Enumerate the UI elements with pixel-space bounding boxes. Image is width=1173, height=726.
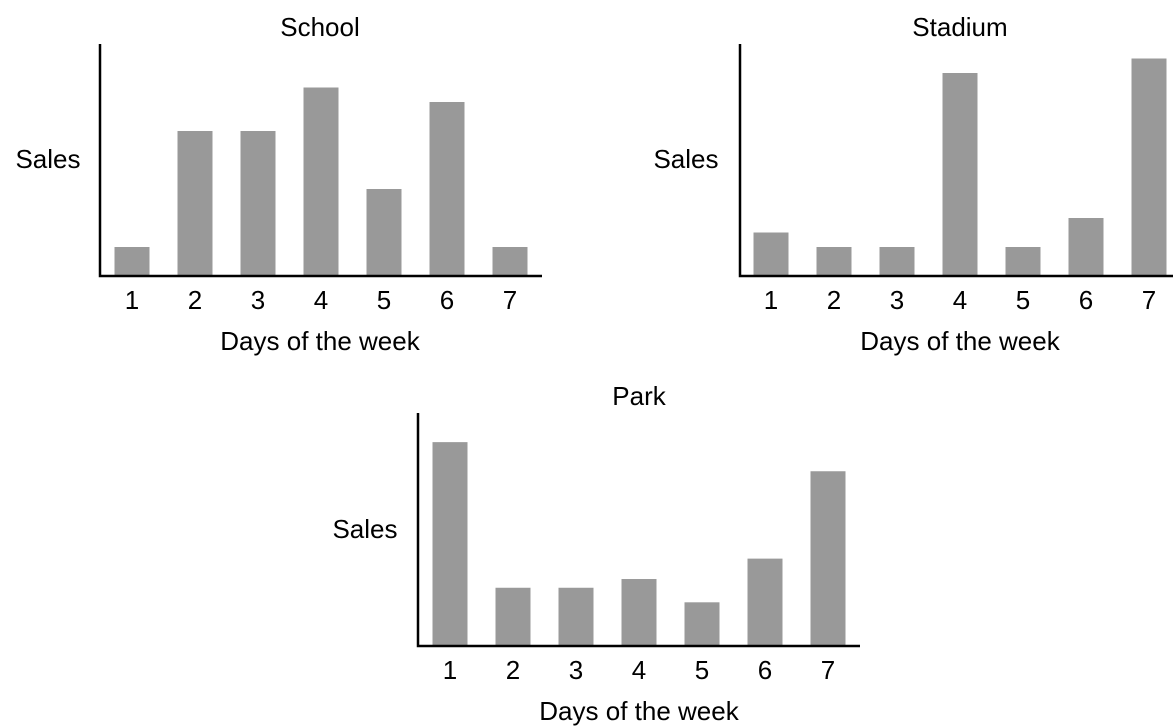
school-bar-day-7 <box>492 247 528 276</box>
stadium-bar-day-7 <box>1131 58 1167 276</box>
stadium-x-tick-5: 5 <box>1016 285 1030 315</box>
park-x-tick-1: 1 <box>443 655 457 685</box>
school-y-axis-label: Sales <box>15 144 80 174</box>
park-x-tick-5: 5 <box>695 655 709 685</box>
school-x-tick-1: 1 <box>125 285 139 315</box>
park-bar-day-4 <box>621 579 657 646</box>
park-y-axis-label: Sales <box>332 514 397 544</box>
stadium-x-tick-1: 1 <box>764 285 778 315</box>
school-x-tick-5: 5 <box>377 285 391 315</box>
school-axes <box>98 44 542 278</box>
stadium-axes <box>738 44 1173 278</box>
chart-park: Park Sales 1 2 3 4 5 6 7 Days of the week <box>332 381 860 726</box>
school-bar-day-1 <box>114 247 150 276</box>
park-x-tick-6: 6 <box>758 655 772 685</box>
stadium-y-axis-label: Sales <box>653 144 718 174</box>
park-x-tick-2: 2 <box>506 655 520 685</box>
stadium-bar-day-5 <box>1005 247 1041 276</box>
park-x-axis-label: Days of the week <box>539 696 739 726</box>
school-x-tick-6: 6 <box>440 285 454 315</box>
stadium-bar-day-2 <box>816 247 852 276</box>
stadium-bar-day-1 <box>753 232 789 276</box>
stadium-x-axis-label: Days of the week <box>860 326 1060 356</box>
school-bar-day-5 <box>366 189 402 276</box>
stadium-x-tick-6: 6 <box>1079 285 1093 315</box>
park-bar-day-7 <box>810 471 846 646</box>
stadium-x-tick-3: 3 <box>890 285 904 315</box>
school-bar-day-4 <box>303 87 339 276</box>
stadium-x-tick-2: 2 <box>827 285 841 315</box>
park-bar-day-2 <box>495 587 531 646</box>
park-x-tick-7: 7 <box>821 655 835 685</box>
school-bar-day-6 <box>429 102 465 276</box>
park-x-tick-4: 4 <box>632 655 646 685</box>
park-bar-day-1 <box>432 442 468 646</box>
park-title: Park <box>612 381 666 411</box>
chart-school: School Sales 1 2 3 4 5 6 7 Days of the week <box>15 12 542 356</box>
stadium-bar-day-6 <box>1068 218 1104 276</box>
school-bar-day-3 <box>240 131 276 276</box>
school-title: School <box>280 12 360 42</box>
school-x-tick-4: 4 <box>314 285 328 315</box>
school-x-tick-7: 7 <box>503 285 517 315</box>
school-x-tick-2: 2 <box>188 285 202 315</box>
school-bar-day-2 <box>177 131 213 276</box>
park-x-tick-3: 3 <box>569 655 583 685</box>
stadium-x-tick-4: 4 <box>953 285 967 315</box>
park-bar-day-6 <box>747 558 783 646</box>
stadium-bar-day-4 <box>942 73 978 276</box>
chart-stadium: Stadium Sales 1 2 3 4 5 6 7 Days of the week <box>653 12 1173 356</box>
park-axes <box>416 413 860 648</box>
school-x-axis-label: Days of the week <box>220 326 420 356</box>
school-x-tick-3: 3 <box>251 285 265 315</box>
stadium-bar-day-3 <box>879 247 915 276</box>
park-bar-day-5 <box>684 602 720 646</box>
stadium-title: Stadium <box>912 12 1007 42</box>
stadium-x-tick-7: 7 <box>1142 285 1156 315</box>
park-bar-day-3 <box>558 587 594 646</box>
